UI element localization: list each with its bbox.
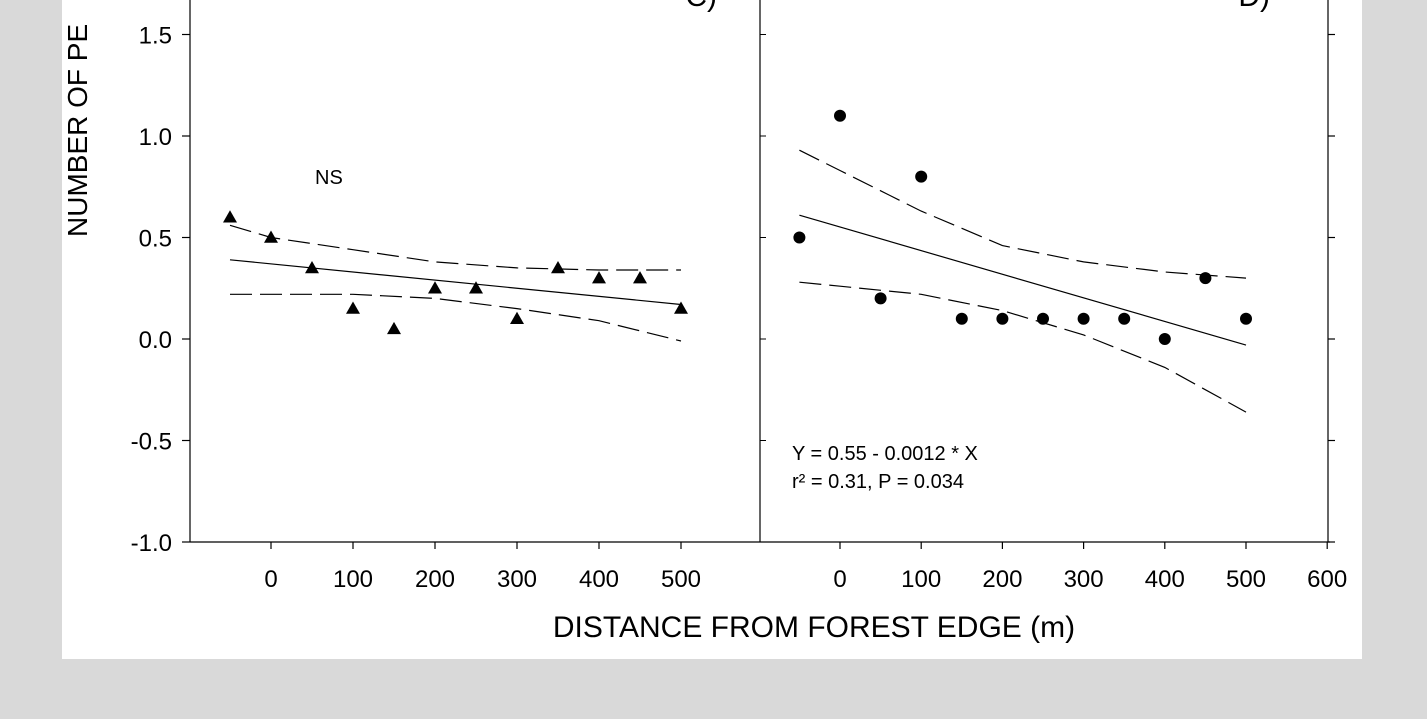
data-point-circle: [793, 231, 806, 244]
data-point-circle: [1037, 312, 1049, 325]
data-point-triangle: [592, 271, 606, 284]
data-point-triangle: [633, 271, 647, 284]
x-tick-label: 100: [901, 566, 941, 593]
x-tick-label: 0: [833, 566, 846, 593]
x-tick-label: 200: [415, 566, 455, 593]
regression-line: [799, 214, 1247, 346]
x-axis-label: DISTANCE FROM FOREST EDGE (m): [553, 611, 1075, 644]
data-point-triangle: [346, 301, 360, 314]
data-point-triangle: [469, 281, 483, 294]
data-point-triangle: [305, 260, 319, 274]
data-point-triangle: [428, 281, 442, 294]
regression-line: [229, 259, 682, 306]
data-point-circle: [1158, 333, 1171, 345]
data-point-circle: [915, 170, 928, 183]
ci-lower-line: [230, 293, 682, 342]
text-layer: NUMBER OF PE DISTANCE FROM FOREST EDGE (…: [62, 0, 1270, 644]
data-point-triangle: [510, 311, 524, 324]
y-tick-label: 0.5: [139, 226, 172, 253]
x-tick-label: 200: [982, 566, 1022, 593]
y-axis-label: NUMBER OF PE: [62, 24, 93, 237]
y-tick-label: 1.0: [139, 124, 172, 151]
data-point-circle: [1118, 312, 1131, 325]
regression-stats: r² = 0.31, P = 0.034: [792, 471, 964, 493]
figure-panel: 1.5 1.0 0.5 0.0 -0.5 -1.0 0 100 200 300 400 500 0 100…: [62, 0, 1362, 659]
data-point-circle: [834, 109, 846, 122]
data-point-triangle: [264, 230, 278, 243]
marks-layer: [223, 109, 1252, 413]
y-tick-label: 1.5: [139, 23, 172, 50]
data-point-circle: [1077, 312, 1090, 325]
x-tick-label: 400: [579, 566, 619, 593]
data-point-triangle: [387, 321, 401, 335]
data-point-circle: [955, 312, 968, 325]
axes-layer: 1.5 1.0 0.5 0.0 -0.5 -1.0 0 100 200 300 400 500 0 100…: [131, 0, 1347, 593]
data-point-circle: [1240, 312, 1252, 325]
chart-svg: 1.5 1.0 0.5 0.0 -0.5 -1.0 0 100 200 300 400 500 0 100…: [62, 0, 1347, 644]
x-tick-label: 300: [497, 566, 537, 593]
x-tick-label: 0: [264, 566, 277, 593]
data-point-circle: [996, 312, 1009, 325]
x-tick-label: 600: [1307, 566, 1347, 593]
data-point-circle: [874, 292, 887, 305]
ci-upper-line: [799, 149, 1247, 279]
x-tick-label: 300: [1064, 566, 1104, 593]
data-point-triangle: [551, 260, 565, 274]
panel-c-label: C): [685, 0, 717, 13]
x-tick-label: 500: [661, 566, 701, 593]
ci-lower-line: [799, 281, 1247, 413]
y-tick-label: 0.0: [139, 327, 172, 354]
panel-d-label: D): [1238, 0, 1270, 13]
data-point-circle: [1199, 272, 1212, 285]
x-tick-label: 500: [1226, 566, 1266, 593]
regression-equation: Y = 0.55 - 0.0012 * X: [792, 443, 978, 465]
ns-annotation: NS: [315, 167, 343, 189]
y-tick-label: -0.5: [131, 429, 172, 456]
data-point-triangle: [674, 301, 688, 314]
data-point-triangle: [223, 210, 237, 223]
ci-upper-line: [229, 224, 681, 271]
x-tick-label: 400: [1145, 566, 1185, 593]
y-tick-label: -1.0: [131, 530, 172, 557]
x-tick-label: 100: [333, 566, 373, 593]
